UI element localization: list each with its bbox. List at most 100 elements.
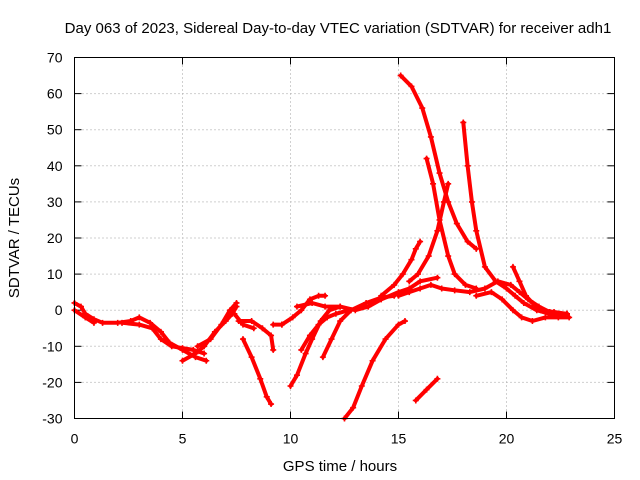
data-point [147, 319, 154, 326]
data-point [460, 119, 467, 126]
y-tick-label: -30 [42, 411, 62, 427]
data-point [551, 309, 558, 316]
data-point [451, 287, 458, 294]
data-point [201, 350, 208, 357]
data-point [451, 271, 458, 278]
x-axis-label: GPS time / hours [283, 458, 397, 475]
data-point [319, 354, 326, 361]
data-point [462, 281, 469, 288]
data-point [233, 299, 240, 306]
data-point [503, 285, 510, 292]
data-point [315, 321, 322, 328]
data-point [430, 180, 437, 187]
data-point [263, 393, 270, 400]
data-point [268, 401, 275, 408]
data-point [417, 238, 424, 245]
series-track-8 [231, 310, 257, 332]
y-tick-label: 50 [47, 122, 63, 138]
series-track-23 [509, 263, 570, 317]
data-point [440, 198, 447, 205]
x-tick-label: 25 [607, 431, 623, 447]
series-track-15 [341, 318, 408, 422]
data-point [499, 296, 506, 303]
data-point [408, 256, 415, 263]
data-point [306, 296, 313, 303]
y-tick-label: 0 [55, 302, 63, 318]
series-line [461, 120, 569, 316]
data-point [218, 321, 225, 328]
data-point [434, 375, 441, 382]
data-point [427, 281, 434, 288]
data-point [464, 238, 471, 245]
data-point [473, 245, 480, 252]
y-tick-label: -10 [42, 338, 62, 354]
y-tick-labels: -30 -20 -10 0 10 20 30 40 50 60 70 [42, 50, 62, 427]
series-track-24 [412, 375, 441, 404]
data-point [239, 336, 246, 343]
data-point [332, 310, 339, 317]
data-point [427, 133, 434, 140]
data-point [298, 346, 305, 353]
series-markers [121, 321, 205, 355]
data-point [538, 307, 545, 314]
data-point [293, 303, 300, 310]
series-markers [408, 183, 450, 283]
data-point [227, 307, 234, 314]
data-point [99, 319, 106, 326]
series-track-19 [423, 155, 480, 292]
data-point [179, 345, 186, 352]
y-tick-label: 20 [47, 230, 63, 246]
data-point [257, 375, 264, 382]
data-point [322, 303, 329, 310]
data-point [417, 278, 424, 285]
data-point [466, 289, 473, 296]
data-point [287, 383, 294, 390]
series-track-22 [473, 289, 573, 325]
data-point [436, 170, 443, 177]
data-point [77, 303, 84, 310]
data-point [408, 83, 415, 90]
data-point [473, 227, 480, 234]
data-point [382, 336, 389, 343]
data-point [203, 357, 210, 364]
data-point [293, 372, 300, 379]
series-line [120, 320, 207, 356]
data-point [492, 278, 499, 285]
data-point [259, 325, 266, 332]
x-tick-label: 15 [391, 431, 407, 447]
data-point [248, 354, 255, 361]
data-point [337, 318, 344, 325]
y-tick-label: 40 [47, 158, 63, 174]
data-point [555, 314, 562, 321]
data-point [309, 299, 316, 306]
y-tick-label: 10 [47, 266, 63, 282]
y-tick-label: 70 [47, 50, 63, 66]
series-line [342, 319, 407, 421]
y-tick-label: 60 [47, 86, 63, 102]
data-point [481, 263, 488, 270]
data-point [157, 336, 164, 343]
x-tick-label: 0 [71, 431, 79, 447]
data-point [179, 357, 186, 364]
data-point [468, 198, 475, 205]
y-tick-label: 30 [47, 194, 63, 210]
data-point [473, 285, 480, 292]
series-track-1 [71, 299, 210, 364]
data-point [395, 321, 402, 328]
data-point [425, 253, 432, 260]
series-markers [74, 302, 207, 362]
data-point [168, 343, 175, 350]
data-point [391, 281, 398, 288]
data-point [149, 325, 156, 332]
data-point [350, 404, 357, 411]
data-point [518, 314, 525, 321]
data-point [328, 336, 335, 343]
data-point [306, 332, 313, 339]
data-point [529, 318, 536, 325]
data-point [136, 321, 143, 328]
data-point [369, 357, 376, 364]
data-point [289, 314, 296, 321]
data-point [324, 314, 331, 321]
data-point [507, 281, 514, 288]
